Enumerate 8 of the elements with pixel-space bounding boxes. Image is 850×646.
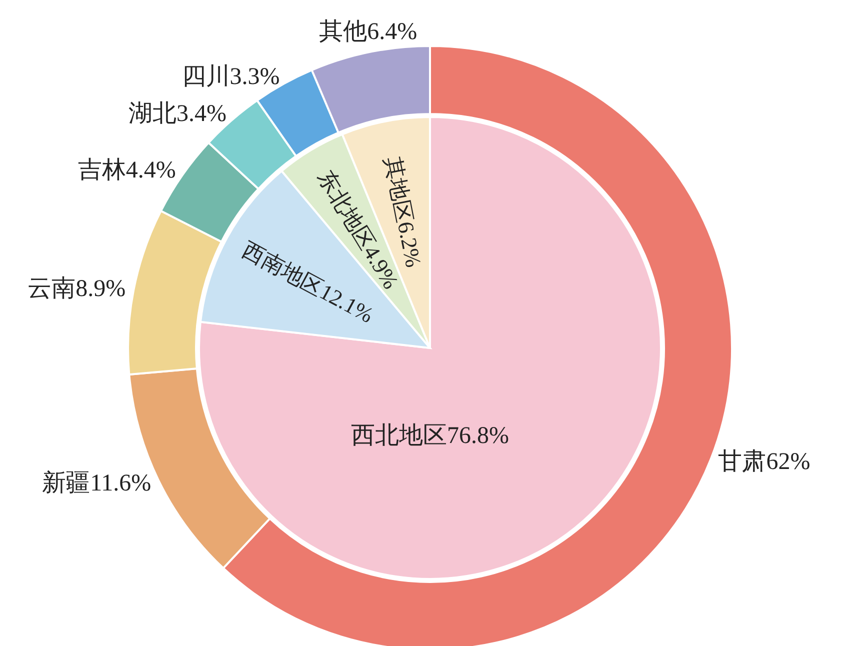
slice-label: 吉林4.4% (78, 158, 176, 184)
slice-label: 四川3.3% (182, 64, 280, 90)
slice-label: 甘肃62% (718, 449, 810, 476)
slice-label: 其他6.4% (319, 19, 418, 46)
slice-label: 云南8.9% (28, 276, 126, 302)
slice-label: 湖北3.4% (128, 101, 226, 128)
slice-label: 新疆11.6% (42, 470, 152, 497)
slice-label: 西北地区76.8% (351, 423, 509, 449)
